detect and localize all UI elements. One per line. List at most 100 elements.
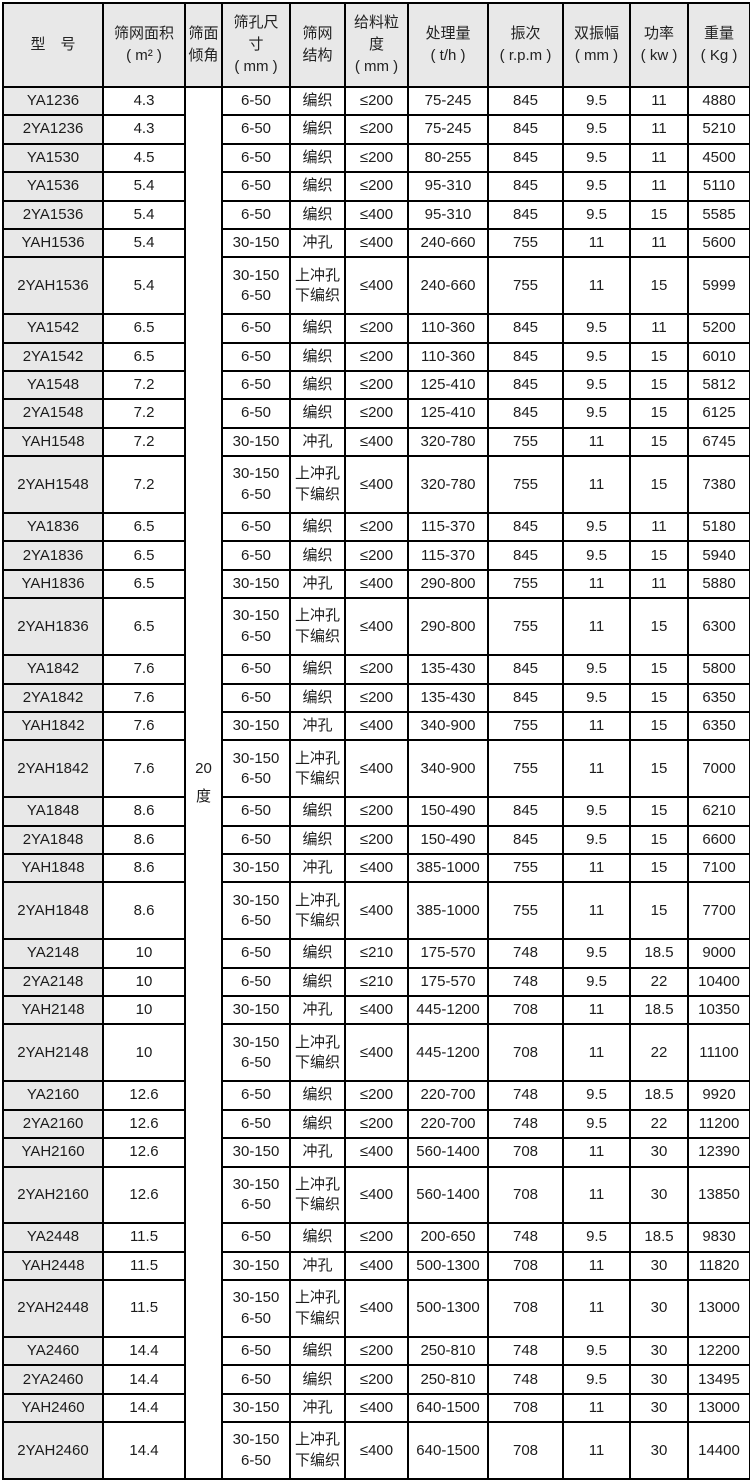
- cell-freq: 845: [487, 171, 564, 202]
- cell-amplitude: 9.5: [562, 512, 631, 543]
- cell-amplitude: 9.5: [562, 85, 631, 117]
- table-row: 2YA2148 10 6-50 编织 ≤210 175-570 748 9.5 22 10400: [2, 966, 750, 998]
- cell-mesh: 6-50: [221, 796, 291, 827]
- cell-power: 30: [629, 1137, 689, 1168]
- mesh-line: 6-50: [240, 1451, 272, 1469]
- cell-freq: 748: [487, 966, 564, 998]
- cell-area: 5.4: [102, 227, 186, 259]
- cell-weight: 5880: [687, 568, 750, 600]
- cell-area: 10: [102, 1023, 186, 1083]
- cell-weight: 13850: [687, 1165, 750, 1225]
- cell-freq: 845: [487, 85, 564, 117]
- cell-mesh: 6-50: [221, 682, 291, 713]
- cell-weight: 9920: [687, 1080, 750, 1111]
- cell-structure: 上冲孔 下编织: [289, 1165, 346, 1225]
- cell-weight: 6350: [687, 682, 750, 713]
- mesh-line: 6-50: [240, 1309, 272, 1327]
- cell-model: 2YAH2448: [2, 1279, 104, 1339]
- cell-model: 2YAH1848: [2, 881, 104, 941]
- cell-capacity: 125-410: [407, 370, 489, 401]
- cell-freq: 845: [487, 199, 564, 230]
- table-row: 2YAH1842 7.6 30-150 6-50 上冲孔 下编织 ≤400 340-900 75…: [2, 739, 750, 799]
- table-row: 2YAH2460 14.4 30-150 6-50 上冲孔 下编织 ≤400 640-1500…: [2, 1421, 750, 1481]
- structure-line: 上冲孔: [294, 749, 340, 767]
- cell-freq: 755: [487, 227, 564, 259]
- cell-mesh: 30-150: [221, 710, 291, 742]
- structure-line: 下编织: [294, 769, 340, 787]
- cell-capacity: 445-1200: [407, 1023, 489, 1083]
- table-row: YA1542 6.5 6-50 编织 ≤200 110-360 845 9.5 11 5200: [2, 313, 750, 344]
- header-cell-feed: 给料粒度 ( mm ): [344, 2, 409, 88]
- cell-mesh: 6-50: [221, 512, 291, 543]
- cell-power: 15: [629, 881, 689, 941]
- cell-feed: ≤400: [344, 426, 409, 458]
- cell-weight: 6300: [687, 597, 750, 657]
- table-row: YAH1536 5.4 30-150 冲孔 ≤400 240-660 755 11 11 5600: [2, 227, 750, 259]
- cell-structure: 编织: [289, 85, 346, 117]
- cell-mesh: 6-50: [221, 199, 291, 230]
- cell-freq: 845: [487, 341, 564, 373]
- cell-structure: 编织: [289, 398, 346, 429]
- cell-power: 11: [629, 85, 689, 117]
- cell-mesh: 30-150: [221, 1250, 291, 1282]
- cell-capacity: 80-255: [407, 142, 489, 174]
- mesh-line: 30-150: [232, 1289, 280, 1307]
- cell-capacity: 75-245: [407, 85, 489, 117]
- cell-structure: 编织: [289, 540, 346, 571]
- header-label-line: ( t/h ): [430, 47, 466, 64]
- mesh-line: 6-50: [240, 177, 272, 195]
- cell-structure: 冲孔: [289, 1137, 346, 1168]
- header-label-line: 处理量: [425, 25, 471, 43]
- table-row: 2YA1542 6.5 6-50 编织 ≤200 110-360 845 9.5 15 6010: [2, 341, 750, 373]
- cell-structure: 上冲孔 下编织: [289, 1279, 346, 1339]
- cell-weight: 6010: [687, 341, 750, 373]
- mesh-line: 6-50: [240, 1053, 272, 1071]
- cell-capacity: 500-1300: [407, 1279, 489, 1339]
- cell-capacity: 175-570: [407, 938, 489, 969]
- header-label-line: ( mm ): [354, 57, 399, 75]
- cell-mesh: 6-50: [221, 171, 291, 202]
- cell-model: YAH2448: [2, 1250, 104, 1282]
- cell-mesh: 6-50: [221, 1080, 291, 1111]
- cell-area: 10: [102, 966, 186, 998]
- header-label-line: 振次: [510, 25, 541, 43]
- table-row: YA2148 10 6-50 编织 ≤210 175-570 748 9.5 18.5 9000: [2, 938, 750, 969]
- cell-freq: 708: [487, 1250, 564, 1282]
- cell-power: 18.5: [629, 1222, 689, 1253]
- cell-model: YAH2160: [2, 1137, 104, 1168]
- cell-power: 15: [629, 426, 689, 458]
- cell-feed: ≤200: [344, 512, 409, 543]
- cell-structure: 冲孔: [289, 1392, 346, 1424]
- cell-feed: ≤200: [344, 1336, 409, 1367]
- cell-mesh: 6-50: [221, 824, 291, 855]
- cell-capacity: 110-360: [407, 341, 489, 373]
- mesh-line: 30-150: [232, 1001, 280, 1019]
- cell-feed: ≤200: [344, 1108, 409, 1140]
- structure-line: 下编织: [294, 627, 340, 645]
- header-cell-power: 功率 ( kw ): [629, 2, 689, 88]
- cell-model: YAH2460: [2, 1392, 104, 1424]
- cell-area: 6.5: [102, 512, 186, 543]
- cell-area: 10: [102, 995, 186, 1026]
- cell-feed: ≤400: [344, 597, 409, 657]
- cell-power: 22: [629, 966, 689, 998]
- cell-freq: 845: [487, 796, 564, 827]
- cell-feed: ≤200: [344, 1364, 409, 1395]
- structure-line: 冲孔: [302, 1256, 333, 1274]
- cell-power: 15: [629, 341, 689, 373]
- cell-structure: 上冲孔 下编织: [289, 1421, 346, 1481]
- mesh-line: 6-50: [240, 911, 272, 929]
- cell-mesh: 6-50: [221, 1336, 291, 1367]
- header-label-line: 功率: [643, 25, 674, 43]
- mesh-line: 30-150: [232, 1033, 280, 1051]
- cell-power: 11: [629, 512, 689, 543]
- mesh-line: 6-50: [240, 830, 272, 848]
- cell-weight: 13000: [687, 1392, 750, 1424]
- cell-weight: 4880: [687, 85, 750, 117]
- cell-mesh: 6-50: [221, 654, 291, 685]
- cell-power: 15: [629, 710, 689, 742]
- structure-line: 冲孔: [302, 574, 333, 592]
- cell-feed: ≤200: [344, 540, 409, 571]
- cell-freq: 845: [487, 682, 564, 713]
- cell-amplitude: 9.5: [562, 199, 631, 230]
